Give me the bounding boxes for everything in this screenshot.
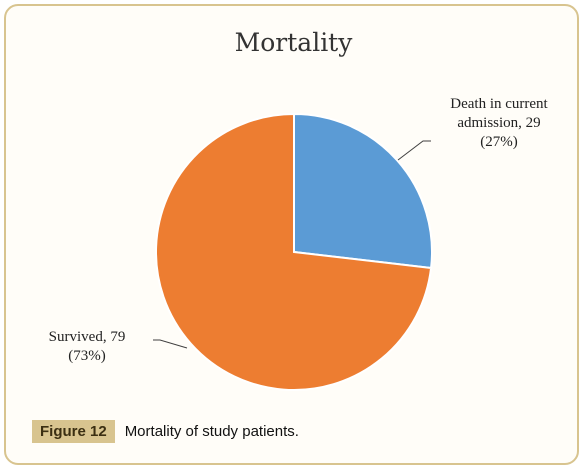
- figure-caption-text: Mortality of study patients.: [124, 422, 299, 440]
- data-label-death-line3: (27%): [480, 134, 518, 150]
- chart-title: Mortality: [234, 28, 353, 57]
- data-label-survived: Survived, 79 (73%): [22, 328, 152, 366]
- data-label-death: Death in current admission, 29 (27%): [424, 95, 574, 152]
- figure-caption: Figure 12 Mortality of study patients.: [32, 418, 299, 444]
- data-label-death-line1: Death in current: [450, 96, 548, 112]
- leader-line-survived: [153, 339, 188, 349]
- leader-line-death: [397, 140, 431, 161]
- pie-slice-survived: [155, 112, 433, 391]
- pie-slice-death: [293, 112, 433, 270]
- data-label-death-line2: admission, 29: [457, 115, 541, 131]
- data-label-survived-line2: (73%): [68, 348, 106, 364]
- figure-number-tag: Figure 12: [32, 419, 115, 443]
- data-label-survived-line1: Survived, 79: [48, 329, 126, 345]
